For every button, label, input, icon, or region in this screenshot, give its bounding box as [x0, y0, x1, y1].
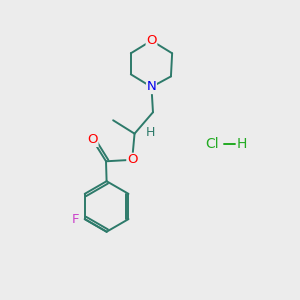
- Text: O: O: [146, 34, 157, 47]
- Text: Cl: Cl: [206, 137, 219, 151]
- Text: H: H: [236, 137, 247, 151]
- Text: O: O: [87, 134, 98, 146]
- Text: N: N: [147, 80, 156, 94]
- Text: H: H: [145, 126, 155, 139]
- Text: O: O: [127, 153, 137, 166]
- Text: F: F: [71, 213, 79, 226]
